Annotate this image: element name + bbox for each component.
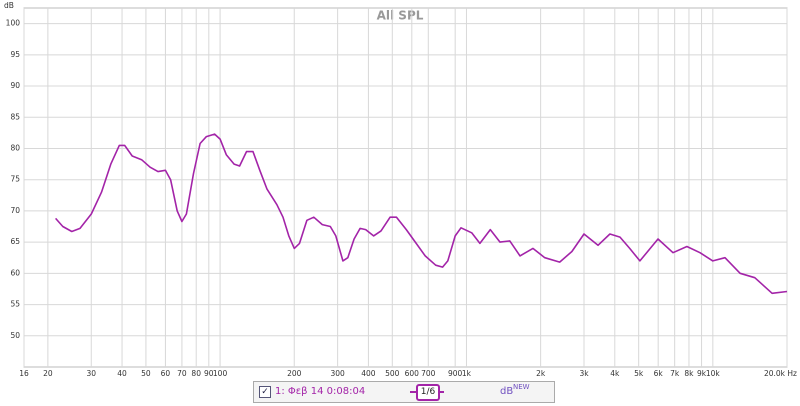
spl-curve <box>55 133 788 295</box>
units[interactable]: dB <box>500 386 514 397</box>
chart: All SPL dB 50 55 60 65 70 75 80 85 90 95 100 16 20 30… <box>4 1 797 378</box>
x-tick-label: 16 <box>19 369 29 378</box>
y-tick-label: 85 <box>10 112 20 121</box>
x-tick-label: 900 <box>448 369 463 378</box>
checkbox[interactable]: ✓ <box>259 386 271 398</box>
x-tick-label: 20.0k Hz <box>764 369 797 378</box>
units-badge: NEW <box>513 383 530 391</box>
y-tick-label: 65 <box>10 237 20 246</box>
y-axis-label: dB <box>4 1 14 10</box>
y-tick-label: 90 <box>10 81 20 90</box>
x-tick-label: 200 <box>287 369 302 378</box>
smoothing-box[interactable]: 1/6 <box>416 384 440 401</box>
y-tick-label: 50 <box>10 331 20 340</box>
legend-entry[interactable]: 1: Φεβ 14 0:08:04 <box>275 386 366 397</box>
y-tick-label: 60 <box>10 268 20 277</box>
x-tick-label: 4k <box>610 369 620 378</box>
x-tick-label: 50 <box>141 369 151 378</box>
y-tick-label: 80 <box>10 143 20 152</box>
x-tick-label: 300 <box>330 369 345 378</box>
x-tick-label: 2k <box>536 369 546 378</box>
x-tick-label: 7k <box>670 369 680 378</box>
x-tick-label: 9k <box>697 369 707 378</box>
y-tick-label: 95 <box>10 50 20 59</box>
x-tick-label: 90 <box>204 369 214 378</box>
x-tick-label: 700 <box>421 369 436 378</box>
y-tick-label: 70 <box>10 206 20 215</box>
x-tick-label: 100 <box>213 369 228 378</box>
x-tick-label: 3k <box>579 369 589 378</box>
x-tick-label: 8k <box>684 369 694 378</box>
x-tick-label: 1k <box>462 369 472 378</box>
plot-area <box>23 7 788 368</box>
x-tick-label: 10k <box>706 369 721 378</box>
y-tick-label: 75 <box>10 175 20 184</box>
y-tick-label: 100 <box>6 19 21 28</box>
x-tick-label: 5k <box>634 369 644 378</box>
x-tick-label: 70 <box>177 369 187 378</box>
x-tick-label: 400 <box>361 369 376 378</box>
x-tick-label: 20 <box>43 369 53 378</box>
x-tick-label: 60 <box>161 369 171 378</box>
legend-bar: ✓ 1: Φεβ 14 0:08:04 1/6 dB NEW <box>253 381 555 403</box>
x-tick-label: 600 <box>405 369 420 378</box>
y-tick-label: 55 <box>10 300 20 309</box>
x-tick-label: 30 <box>86 369 96 378</box>
x-tick-label: 500 <box>385 369 400 378</box>
x-tick-label: 6k <box>654 369 664 378</box>
x-tick-label: 80 <box>191 369 201 378</box>
x-tick-label: 40 <box>117 369 127 378</box>
chart-title: All SPL <box>377 9 424 23</box>
